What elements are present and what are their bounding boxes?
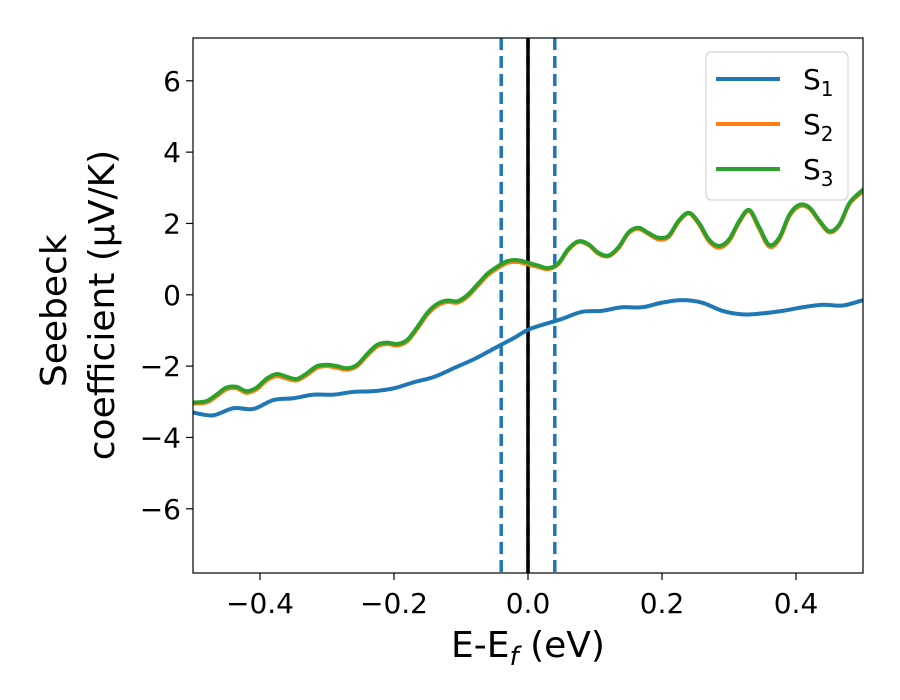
series-lines (193, 187, 863, 418)
y-tick-label: 6 (163, 65, 181, 98)
x-tick-label: −0.4 (226, 587, 294, 620)
legend-label-s3: S3 (803, 153, 834, 191)
y-tick-label: −4 (140, 421, 181, 454)
y-tick-label: −2 (140, 350, 181, 383)
y-tick-label: 0 (163, 279, 181, 312)
x-tick-label: 0.0 (506, 587, 551, 620)
vertical-reference-lines (499, 38, 557, 573)
y-tick-label: 2 (163, 207, 181, 240)
series-line-s3 (193, 187, 863, 405)
legend: S1 S2 S3 (705, 51, 849, 201)
y-axis-label-line1: Seebeck (34, 234, 75, 387)
series-line-s1 (193, 298, 863, 418)
legend-label-s1: S1 (803, 63, 834, 101)
y-axis-label: Seebeck coefficient (μV/K) (34, 150, 123, 460)
y-tick-label: −6 (140, 493, 181, 526)
x-axis-ticks: −0.4 −0.2 0.0 0.2 0.4 (226, 573, 818, 620)
x-tick-label: 0.2 (640, 587, 685, 620)
x-axis-label: E-Ef (eV) (451, 625, 605, 672)
x-tick-label: 0.4 (774, 587, 819, 620)
x-tick-label: −0.2 (360, 587, 428, 620)
y-axis-ticks: −6 −4 −2 0 2 4 6 (140, 65, 193, 526)
y-axis-label-line2: coefficient (μV/K) (82, 150, 123, 460)
legend-label-s2: S2 (803, 108, 834, 146)
y-tick-label: 4 (163, 136, 181, 169)
